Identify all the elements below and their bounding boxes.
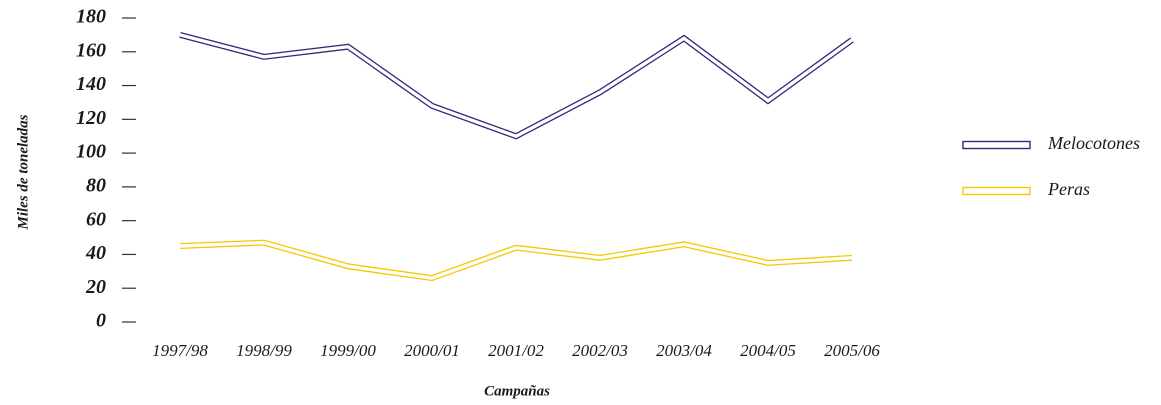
x-tick-label: 1999/00: [320, 341, 376, 360]
y-tick-label: 20: [85, 276, 106, 298]
series-line: [179, 31, 854, 140]
x-tick-label: 2002/03: [572, 341, 628, 360]
legend-label: Peras: [1047, 179, 1090, 199]
x-tick-label: 1997/98: [152, 341, 208, 360]
y-axis-title: Miles de toneladas: [15, 114, 31, 230]
y-tick-label: 80: [86, 174, 106, 196]
y-tick-label: 100: [76, 141, 106, 163]
y-tick-label: 0: [96, 310, 106, 332]
x-tick-label: 2001/02: [488, 341, 544, 360]
legend-swatch: [962, 186, 1031, 196]
x-tick-label: 2003/04: [656, 341, 712, 360]
x-tick-label: 1998/99: [236, 341, 292, 360]
y-tick-label: 160: [76, 39, 106, 61]
y-tick-label: 40: [85, 242, 106, 264]
x-tick-label: 2005/06: [824, 341, 880, 360]
y-tick-label: 120: [76, 107, 106, 129]
x-axis-title: Campañas: [484, 383, 550, 399]
legend-swatch: [962, 140, 1031, 150]
y-tick-label: 140: [76, 73, 106, 95]
y-tick-label: 180: [76, 6, 106, 28]
series-line-inner: [179, 33, 853, 139]
legend-label: Melocotones: [1047, 133, 1140, 153]
y-tick-label: 60: [86, 208, 106, 230]
x-tick-label: 2000/01: [404, 341, 460, 360]
series-line-inner: [179, 240, 853, 280]
x-tick-label: 2004/05: [740, 341, 796, 360]
